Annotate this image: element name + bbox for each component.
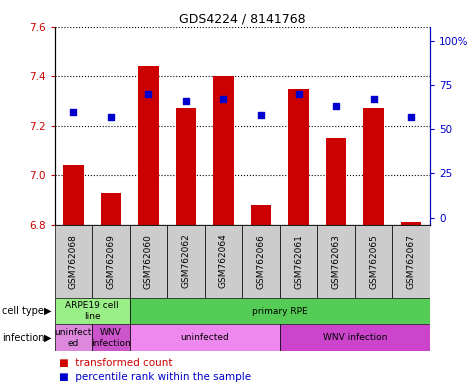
Text: cell type: cell type xyxy=(2,306,44,316)
Point xyxy=(407,114,415,120)
Text: GSM762067: GSM762067 xyxy=(407,234,416,288)
Point xyxy=(182,98,190,104)
Text: infection: infection xyxy=(2,333,45,343)
Bar xyxy=(355,225,392,298)
Bar xyxy=(401,222,421,225)
Text: ▶: ▶ xyxy=(44,333,51,343)
Title: GDS4224 / 8141768: GDS4224 / 8141768 xyxy=(179,13,305,26)
Bar xyxy=(326,138,346,225)
Bar xyxy=(55,225,92,298)
Text: WNV
infection: WNV infection xyxy=(91,328,131,348)
Point xyxy=(69,109,77,115)
Bar xyxy=(363,108,384,225)
Bar xyxy=(205,225,242,298)
Text: GSM762066: GSM762066 xyxy=(256,234,266,288)
Bar xyxy=(280,225,317,298)
Text: GSM762060: GSM762060 xyxy=(144,234,153,288)
Text: uninfected: uninfected xyxy=(180,333,229,343)
Bar xyxy=(288,89,309,225)
Bar xyxy=(213,76,234,225)
Text: primary RPE: primary RPE xyxy=(252,306,308,316)
Text: ■  transformed count: ■ transformed count xyxy=(59,358,173,368)
Text: GSM762069: GSM762069 xyxy=(106,234,115,288)
Text: GSM762062: GSM762062 xyxy=(181,234,190,288)
Bar xyxy=(130,298,430,324)
Point xyxy=(219,96,227,103)
Bar xyxy=(130,324,280,351)
Point xyxy=(294,91,302,97)
Bar xyxy=(55,298,130,324)
Text: uninfect
ed: uninfect ed xyxy=(55,328,92,348)
Bar xyxy=(92,225,130,298)
Point xyxy=(332,103,340,109)
Text: ▶: ▶ xyxy=(44,306,51,316)
Bar xyxy=(176,108,196,225)
Point xyxy=(144,91,152,97)
Text: WNV infection: WNV infection xyxy=(323,333,387,343)
Bar xyxy=(242,225,280,298)
Bar xyxy=(317,225,355,298)
Bar xyxy=(101,192,121,225)
Text: GSM762063: GSM762063 xyxy=(332,234,341,288)
Text: GSM762068: GSM762068 xyxy=(69,234,78,288)
Bar xyxy=(130,225,167,298)
Bar xyxy=(63,166,84,225)
Bar xyxy=(92,324,130,351)
Text: ARPE19 cell
line: ARPE19 cell line xyxy=(66,301,119,321)
Text: GSM762061: GSM762061 xyxy=(294,234,303,288)
Text: GSM762064: GSM762064 xyxy=(219,234,228,288)
Text: GSM762065: GSM762065 xyxy=(369,234,378,288)
Bar xyxy=(167,225,205,298)
Point xyxy=(370,96,377,103)
Bar xyxy=(251,205,271,225)
Text: ■  percentile rank within the sample: ■ percentile rank within the sample xyxy=(59,372,251,382)
Point xyxy=(257,112,265,118)
Bar xyxy=(55,324,92,351)
Bar xyxy=(280,324,430,351)
Point xyxy=(107,114,115,120)
Bar xyxy=(138,66,159,225)
Bar xyxy=(392,225,430,298)
